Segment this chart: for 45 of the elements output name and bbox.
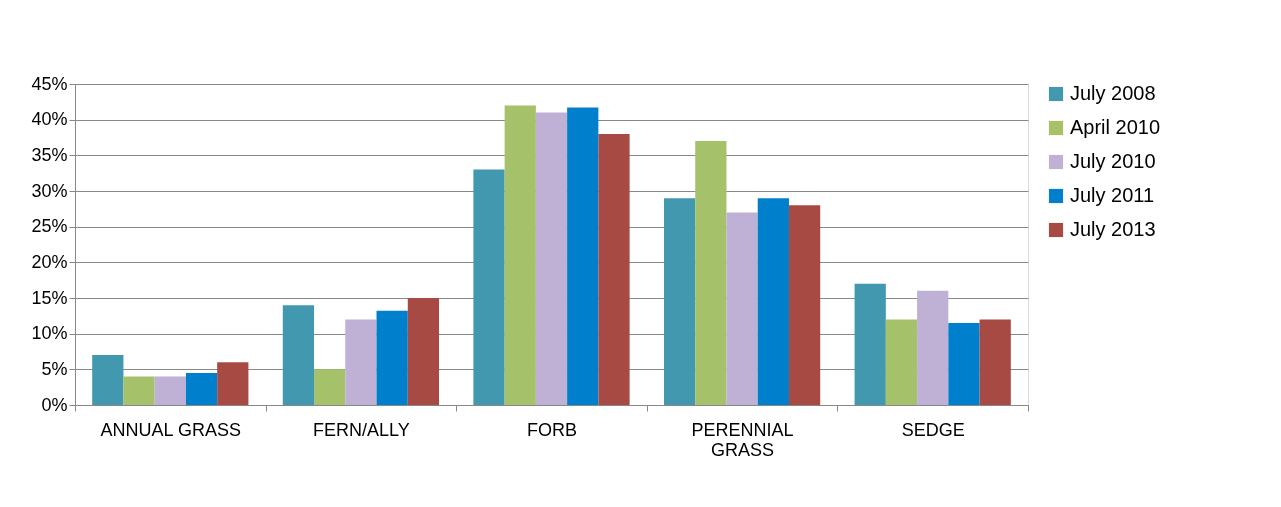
bar: [314, 369, 346, 405]
bar: [979, 319, 1011, 405]
y-tick-label: 30%: [31, 180, 68, 201]
bar: [663, 198, 696, 405]
y-tick-label: 5%: [41, 358, 68, 379]
legend-label: July 2008: [1070, 82, 1156, 104]
legend-label: July 2011: [1070, 184, 1155, 206]
bar: [598, 133, 630, 405]
bar: [695, 141, 727, 405]
x-tick-label: PERENNIAL GRASS: [691, 419, 794, 460]
x-tick-label: FERN/ALLY: [313, 419, 410, 440]
y-tick-label: 10%: [31, 323, 68, 344]
bar: [185, 372, 218, 405]
y-tick-label: 0%: [41, 394, 68, 415]
bar: [154, 376, 186, 405]
legend-label: July 2013: [1070, 218, 1156, 240]
bar: [407, 298, 440, 405]
x-tick-label: ANNUAL GRASS: [100, 419, 241, 440]
y-tick-label: 40%: [31, 109, 68, 130]
x-tick-label: FORB: [526, 419, 578, 440]
bar: [885, 319, 918, 405]
bar: [948, 322, 980, 405]
bar: [504, 105, 536, 405]
legend-label: July 2010: [1070, 150, 1156, 172]
bar: [123, 376, 155, 405]
bar: [376, 310, 408, 405]
bar: [917, 290, 949, 405]
bar: [92, 355, 124, 405]
y-tick-label: 20%: [31, 251, 68, 272]
bar: [726, 212, 758, 405]
bar: [473, 169, 505, 405]
bar: [217, 362, 249, 405]
bar: [282, 305, 315, 405]
bar: [567, 107, 599, 405]
y-tick-label: 35%: [31, 144, 68, 165]
y-tick-label: 45%: [31, 73, 68, 94]
y-tick-label: 15%: [31, 287, 68, 308]
legend-label: April 2010: [1070, 116, 1161, 138]
bar: [535, 112, 568, 405]
y-tick-label: 25%: [31, 216, 68, 237]
bar: [788, 205, 821, 405]
bar: [345, 319, 377, 405]
bar: [854, 283, 886, 405]
bar: [757, 198, 789, 405]
x-tick-label: SEDGE: [901, 419, 965, 440]
